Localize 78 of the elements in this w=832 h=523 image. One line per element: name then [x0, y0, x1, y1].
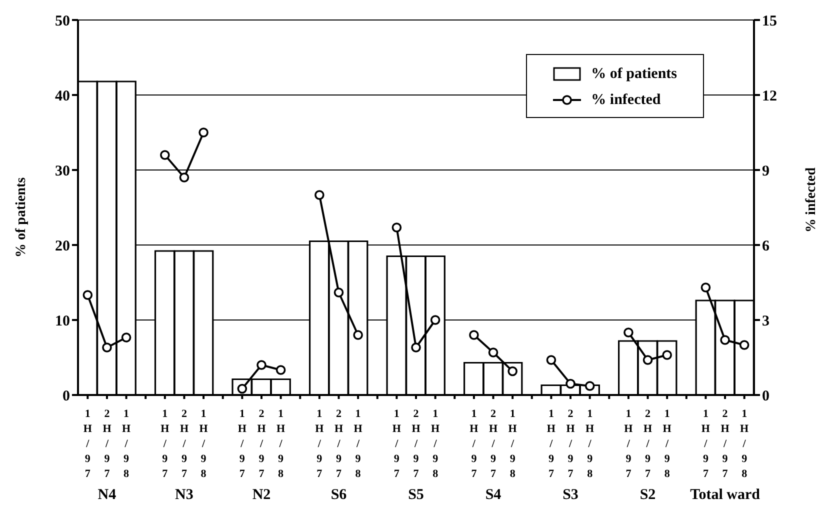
- y2-tick-label: 3: [762, 313, 770, 330]
- point: [469, 330, 479, 340]
- x-tick-label: 1H/98: [199, 408, 208, 480]
- y-tick-label: 0: [62, 388, 70, 404]
- text: S5: [407, 487, 425, 504]
- point: [720, 335, 730, 345]
- x-tick-label: 2H/97: [257, 408, 266, 480]
- x-tick-label: 2H/97: [488, 408, 498, 480]
- y-tick-label: 10: [55, 313, 70, 330]
- y2-tick-label: 15: [762, 13, 777, 30]
- x-tick-label: 2H/97: [102, 408, 112, 480]
- point: [276, 365, 286, 375]
- y2-axis-title: % infected: [804, 167, 819, 232]
- text: S6: [330, 487, 348, 504]
- point: [256, 360, 266, 370]
- x-tick-label: 1H/97: [238, 408, 247, 480]
- x-tick-label: 1H/97: [470, 408, 479, 480]
- x-tick-label: 1H/98: [508, 408, 518, 480]
- x-tick-label: 2H/97: [566, 408, 576, 480]
- x-tick-label: 2H/97: [412, 408, 421, 480]
- point: [198, 128, 208, 138]
- point: [546, 355, 556, 365]
- point: [179, 172, 190, 182]
- y-axis-title: % of patients: [14, 176, 29, 258]
- point: [700, 282, 711, 292]
- x-tick-label: 1H/97: [83, 408, 92, 480]
- y-tick-label: 40: [55, 88, 70, 104]
- point: [430, 315, 440, 325]
- x-tick-label: 1H/97: [546, 408, 556, 480]
- point: [739, 340, 750, 350]
- x-tick-label: 1H/98: [354, 408, 363, 480]
- point: [566, 378, 576, 389]
- point: [121, 332, 132, 342]
- x-tick-label: 1H/97: [160, 408, 170, 480]
- point: [662, 350, 672, 360]
- point: [584, 381, 595, 391]
- point: [353, 330, 363, 340]
- legend-label: % of patients: [591, 66, 677, 82]
- text: N2: [251, 487, 272, 504]
- point: [102, 342, 112, 352]
- point: [160, 150, 170, 160]
- point: [392, 222, 402, 232]
- text: Total ward: [689, 487, 761, 504]
- y-tick-label: 30: [55, 163, 70, 180]
- text: S2: [638, 487, 657, 504]
- y2-tick-label: 12: [762, 88, 777, 104]
- point: [411, 342, 421, 352]
- x-tick-label: 1H/98: [740, 408, 750, 480]
- point: [82, 290, 93, 300]
- text: S4: [484, 487, 502, 504]
- y-tick-label: 50: [55, 13, 70, 30]
- x-tick-label: 2H/97: [180, 408, 189, 480]
- legend-label: % infected: [591, 92, 661, 108]
- x-tick-label: 1H/97: [701, 408, 710, 480]
- x-tick-label: 1H/98: [276, 408, 286, 480]
- point: [314, 190, 324, 200]
- x-tick-label: 1H/97: [315, 408, 324, 480]
- x-tick-label: 1H/98: [431, 408, 440, 480]
- y2-tick-label: 0: [762, 388, 770, 404]
- point: [488, 348, 498, 358]
- y2-tick-label: 6: [762, 238, 770, 254]
- x-tick-label: 2H/97: [720, 408, 730, 480]
- x-tick-label: 1H/97: [392, 408, 402, 480]
- y-tick-label: 20: [55, 238, 70, 254]
- point: [508, 366, 518, 376]
- y2-tick-label: 9: [762, 163, 770, 180]
- text: N4: [96, 487, 118, 504]
- x-tick-label: 1H/97: [624, 408, 634, 480]
- x-tick-label: 1H/98: [662, 408, 672, 480]
- point: [624, 328, 634, 338]
- text: N3: [174, 487, 194, 504]
- x-tick-label: 2H/97: [334, 408, 344, 480]
- point: [334, 288, 344, 298]
- x-tick-label: 1H/98: [586, 408, 595, 480]
- x-tick-label: 2H/97: [643, 408, 652, 480]
- point: [642, 355, 653, 365]
- text: S3: [562, 487, 580, 504]
- x-tick-label: 1H/98: [122, 408, 132, 480]
